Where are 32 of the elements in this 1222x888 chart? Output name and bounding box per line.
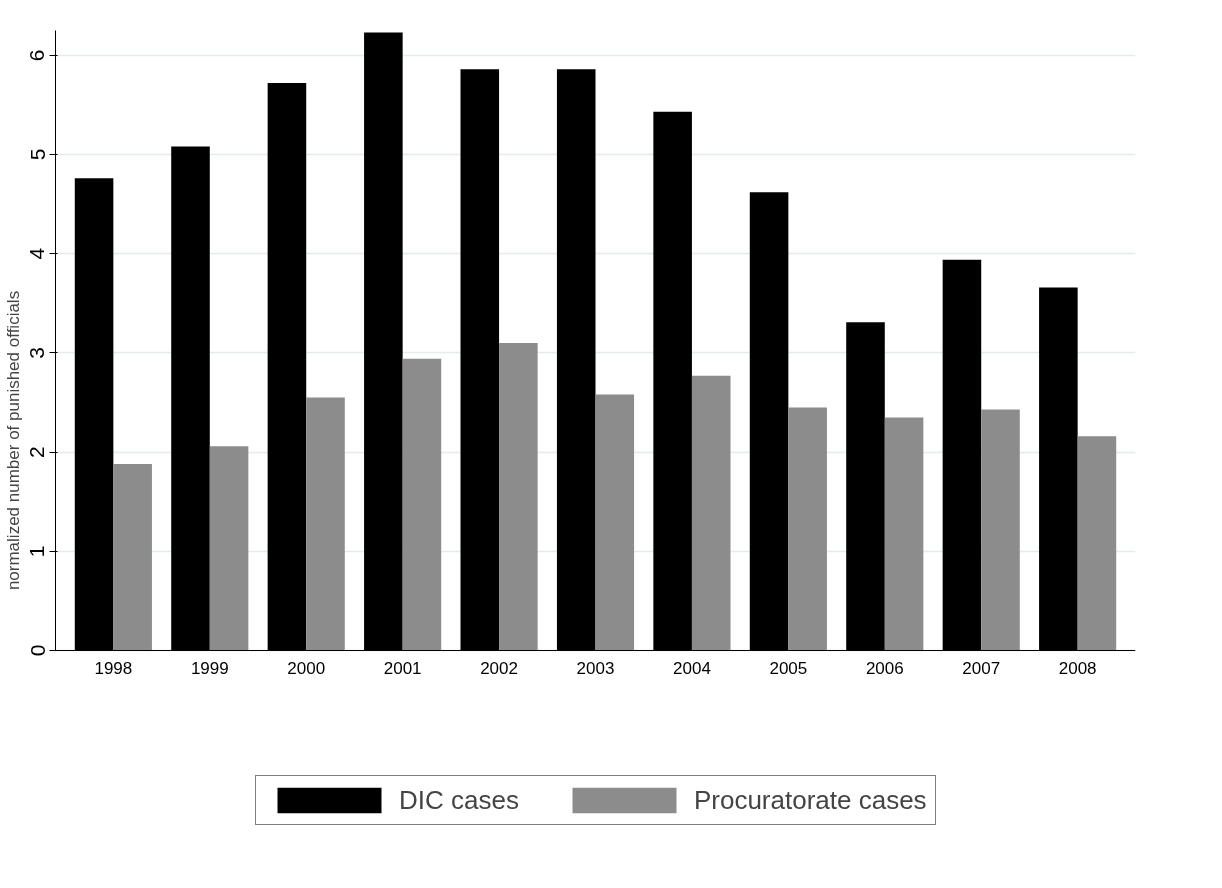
bar bbox=[691, 375, 731, 651]
x-tick-label: 2001 bbox=[383, 658, 422, 678]
x-tick-label: 2005 bbox=[769, 658, 808, 678]
x-tick-label: 2000 bbox=[287, 658, 326, 678]
x-tick-label: 2008 bbox=[1058, 658, 1097, 678]
bar bbox=[113, 464, 152, 651]
y-tick-label: 5 bbox=[25, 148, 49, 161]
bar bbox=[209, 446, 249, 651]
bar bbox=[306, 397, 345, 651]
x-tick-label: 2007 bbox=[962, 658, 1001, 678]
bar bbox=[499, 342, 538, 651]
bar bbox=[981, 409, 1020, 651]
x-tick-label: 2003 bbox=[576, 658, 615, 678]
bar bbox=[402, 358, 442, 651]
x-tick-label: 1999 bbox=[190, 658, 229, 678]
x-tick-label: 2004 bbox=[673, 658, 711, 678]
y-tick-label: 4 bbox=[25, 247, 49, 260]
x-tick-label: 1998 bbox=[94, 658, 133, 678]
y-tick-label: 6 bbox=[25, 49, 49, 62]
bar bbox=[884, 417, 924, 651]
bar bbox=[788, 407, 827, 651]
y-tick-label: 3 bbox=[25, 347, 49, 359]
y-tick-label: 2 bbox=[25, 446, 49, 458]
y-axis-title: normalized number of punished officials bbox=[3, 290, 23, 591]
legend-label: Procuratorate cases bbox=[693, 784, 927, 816]
y-tick-label: 0 bbox=[25, 644, 49, 657]
bar bbox=[1077, 436, 1117, 651]
legend-label: DIC cases bbox=[399, 784, 519, 816]
x-tick-label: 2006 bbox=[865, 658, 904, 678]
x-tick-label: 2002 bbox=[480, 658, 518, 678]
bar bbox=[595, 394, 635, 651]
y-tick-label: 1 bbox=[25, 545, 49, 558]
